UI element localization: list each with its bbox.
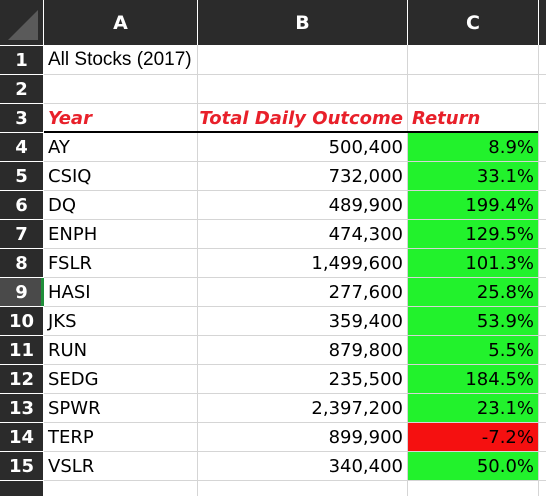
ticker-cell[interactable]: ENPH <box>48 223 98 245</box>
grid-line <box>44 480 546 481</box>
grid-line <box>197 45 198 496</box>
ticker-cell[interactable]: CSIQ <box>48 165 92 187</box>
ticker-cell[interactable]: SPWR <box>48 397 101 419</box>
return-cell[interactable]: 50.0% <box>476 455 534 477</box>
return-bg-enph <box>408 220 538 248</box>
row-header-15[interactable]: 15 <box>0 452 43 480</box>
grid-line <box>44 248 546 249</box>
total-cell[interactable]: 1,499,600 <box>311 252 403 274</box>
return-bg-sedg <box>408 365 538 393</box>
column-header-b[interactable]: B <box>198 0 407 45</box>
grid-line <box>44 306 546 307</box>
return-bg-vslr <box>408 452 538 480</box>
row-header-2[interactable]: 2 <box>0 75 43 103</box>
row-header-14[interactable]: 14 <box>0 423 43 451</box>
total-cell[interactable]: 340,400 <box>328 455 403 477</box>
row-header-1[interactable]: 1 <box>0 46 43 74</box>
header-year[interactable]: Year <box>48 107 92 129</box>
return-cell[interactable]: 53.9% <box>476 310 534 332</box>
return-bg-dq <box>408 191 538 219</box>
grid-line <box>44 74 546 75</box>
return-bg-jks <box>408 307 538 335</box>
return-cell[interactable]: 184.5% <box>465 368 534 390</box>
grid-line <box>407 45 408 496</box>
row-header-4[interactable]: 4 <box>0 133 43 161</box>
total-cell[interactable]: 732,000 <box>328 165 403 187</box>
return-bg-run <box>408 336 538 364</box>
total-cell[interactable]: 2,397,200 <box>311 397 403 419</box>
total-cell[interactable]: 474,300 <box>328 223 403 245</box>
return-cell[interactable]: 8.9% <box>488 136 534 158</box>
row-header-5[interactable]: 5 <box>0 162 43 190</box>
header-total-daily-outcome[interactable]: Total Daily Outcome <box>199 107 403 129</box>
return-bg-fslr <box>408 249 538 277</box>
row-header-10[interactable]: 10 <box>0 307 43 335</box>
total-cell[interactable]: 235,500 <box>328 368 403 390</box>
column-header-c[interactable]: C <box>408 0 538 45</box>
total-cell[interactable]: 489,900 <box>328 194 403 216</box>
return-cell[interactable]: 5.5% <box>488 339 534 361</box>
row-header-12[interactable]: 12 <box>0 365 43 393</box>
grid-line <box>538 45 539 496</box>
row-header-7[interactable]: 7 <box>0 220 43 248</box>
header-bottom-border <box>44 131 538 133</box>
grid-line <box>44 422 546 423</box>
ticker-cell[interactable]: VSLR <box>48 455 95 477</box>
return-cell[interactable]: 25.8% <box>476 281 534 303</box>
total-cell[interactable]: 500,400 <box>328 136 403 158</box>
grid-line <box>44 335 546 336</box>
grid-line <box>44 190 546 191</box>
row-header-13[interactable]: 13 <box>0 394 43 422</box>
ticker-cell[interactable]: HASI <box>48 281 91 303</box>
total-cell[interactable]: 359,400 <box>328 310 403 332</box>
ticker-cell[interactable]: DQ <box>48 194 77 216</box>
return-bg-ay <box>408 133 538 161</box>
return-cell[interactable]: 101.3% <box>465 252 534 274</box>
return-cell[interactable]: 129.5% <box>465 223 534 245</box>
return-cell[interactable]: 33.1% <box>476 165 534 187</box>
return-bg-terp <box>408 423 538 451</box>
grid-line <box>44 393 546 394</box>
grid-line <box>44 277 546 278</box>
total-cell[interactable]: 879,800 <box>328 339 403 361</box>
grid-line <box>44 451 546 452</box>
grid-line <box>44 161 546 162</box>
column-header-d[interactable] <box>539 0 546 45</box>
ticker-cell[interactable]: SEDG <box>48 368 99 390</box>
return-bg-hasi <box>408 278 538 306</box>
total-cell[interactable]: 899,900 <box>328 426 403 448</box>
return-cell[interactable]: 199.4% <box>465 194 534 216</box>
grid-line <box>44 103 546 104</box>
row-header-8[interactable]: 8 <box>0 249 43 277</box>
return-bg-spwr <box>408 394 538 422</box>
grid-line <box>44 219 546 220</box>
row-header-3[interactable]: 3 <box>0 104 43 132</box>
row-header-6[interactable]: 6 <box>0 191 43 219</box>
title-cell[interactable]: All Stocks (2017) <box>48 49 192 70</box>
total-cell[interactable]: 277,600 <box>328 281 403 303</box>
ticker-cell[interactable]: JKS <box>48 310 77 332</box>
ticker-cell[interactable]: AY <box>48 136 70 158</box>
select-all-triangle-icon <box>8 10 38 40</box>
row-header-16[interactable] <box>0 481 43 496</box>
grid-line <box>44 364 546 365</box>
select-all-corner[interactable] <box>0 0 43 45</box>
ticker-cell[interactable]: FSLR <box>48 252 92 274</box>
column-header-a[interactable]: A <box>44 0 197 45</box>
return-cell[interactable]: 23.1% <box>476 397 534 419</box>
row-header-9[interactable]: 9 <box>0 278 44 306</box>
return-cell[interactable]: -7.2% <box>481 426 534 448</box>
return-bg-csiq <box>408 162 538 190</box>
ticker-cell[interactable]: TERP <box>48 426 94 448</box>
ticker-cell[interactable]: RUN <box>48 339 88 361</box>
header-return[interactable]: Return <box>412 107 481 129</box>
row-header-11[interactable]: 11 <box>0 336 43 364</box>
